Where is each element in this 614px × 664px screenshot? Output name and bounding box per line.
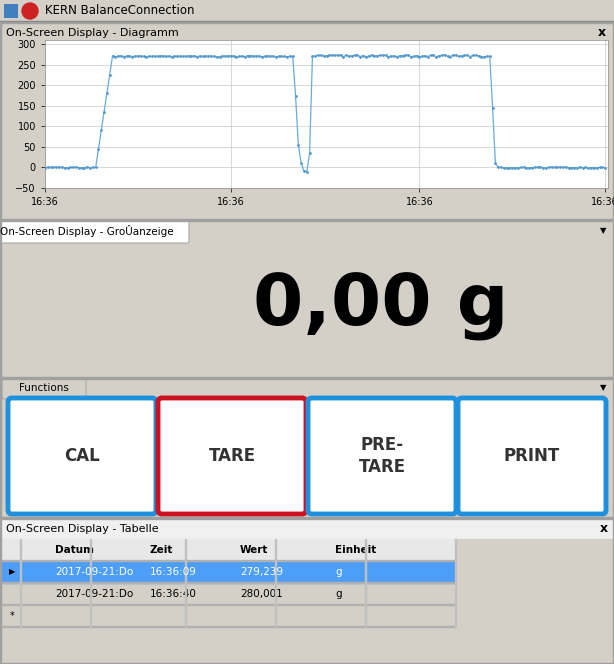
Bar [1,626,455,627]
Bar [0,22,614,23]
Bar [0,22,1,220]
Bar [613,378,614,518]
Text: Wert: Wert [240,545,268,555]
Bar [0,377,614,378]
Text: PRINT: PRINT [504,447,560,465]
Bar [1,539,455,561]
FancyBboxPatch shape [8,398,156,514]
FancyBboxPatch shape [158,398,306,514]
Text: 2017-09-21:Do: 2017-09-21:Do [55,589,133,599]
Text: x: x [600,523,608,535]
Text: 16:36:40: 16:36:40 [150,589,197,599]
Bar [1,582,455,583]
Text: KERN BalanceConnection: KERN BalanceConnection [45,5,195,17]
Text: On-Screen Display - GroÛanzeige: On-Screen Display - GroÛanzeige [0,225,173,237]
Text: Zeit: Zeit [150,545,173,555]
Bar [613,22,614,220]
Text: g: g [335,589,341,599]
Bar [613,518,614,664]
Bar [0,517,614,518]
FancyBboxPatch shape [308,398,456,514]
Bar [365,539,366,627]
Bar [0,378,1,518]
Text: Einheit: Einheit [335,545,376,555]
Bar [0,518,1,664]
Bar [4,4,18,18]
Text: 280,001: 280,001 [240,589,283,599]
Text: 2017-09-21:Do: 2017-09-21:Do [55,567,133,577]
Text: ▼: ▼ [599,384,606,392]
Text: PRE-
TARE: PRE- TARE [359,436,406,476]
Bar [185,539,186,627]
Text: x: x [598,27,606,39]
Bar [1,560,455,561]
Bar [1,561,455,583]
Bar [613,220,614,378]
Text: Datum: Datum [55,545,94,555]
Text: CAL: CAL [64,447,100,465]
Text: 279,239: 279,239 [240,567,283,577]
Bar [0,220,614,221]
Bar [20,539,21,627]
Text: 16:36:09: 16:36:09 [150,567,197,577]
Text: On-Screen Display - Diagramm: On-Screen Display - Diagramm [6,28,179,38]
Bar [275,539,276,627]
Bar [0,378,614,379]
Bar [0,220,1,378]
Bar [455,539,614,664]
Text: ▶: ▶ [9,568,15,576]
Text: 0,00 g: 0,00 g [253,272,508,341]
Text: ▼: ▼ [599,226,606,236]
FancyBboxPatch shape [2,377,86,399]
Bar [455,539,456,627]
Bar [0,518,614,519]
Bar [1,519,613,539]
Text: g: g [335,567,341,577]
Text: Functions: Functions [19,383,69,393]
Circle shape [22,3,38,19]
Bar [1,604,455,605]
Bar [0,21,614,22]
Bar [0,663,614,664]
Bar [90,539,91,627]
Text: TARE: TARE [208,447,255,465]
Bar [0,219,614,220]
FancyBboxPatch shape [458,398,606,514]
Text: On-Screen Display - Tabelle: On-Screen Display - Tabelle [6,524,158,534]
Text: *: * [10,611,14,621]
FancyBboxPatch shape [0,219,189,243]
